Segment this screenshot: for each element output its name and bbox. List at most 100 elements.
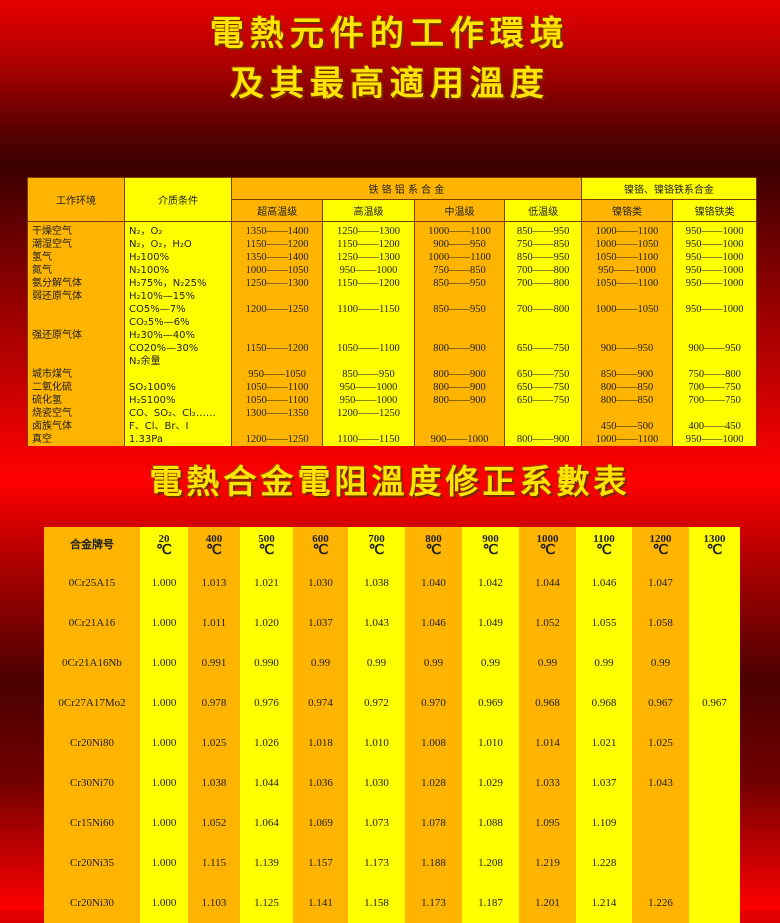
header-medium: 介质条件 bbox=[124, 177, 232, 222]
temp-value: 1100 bbox=[593, 533, 615, 545]
coefficient-cell: 1.064 bbox=[240, 803, 293, 843]
coefficient-cell: 0.978 bbox=[188, 683, 240, 723]
coefficient-cell: 1.173 bbox=[405, 883, 462, 923]
coefficient-cell: 1.049 bbox=[462, 603, 519, 643]
temp-value: 700 bbox=[368, 533, 385, 545]
temp-cell bbox=[322, 420, 415, 433]
alloy-cell: Cr15Ni60 bbox=[44, 803, 140, 843]
table-row: N₂余量 bbox=[27, 355, 757, 368]
table-row: CO20%—30% 1150——1200 1050——1100 800——900 650… bbox=[27, 342, 757, 355]
env-cell: 硫化氢 bbox=[27, 394, 125, 407]
temp-cell bbox=[413, 420, 506, 433]
temp-cell: 1250——1300 bbox=[322, 221, 415, 238]
temp-cell: 1100——1150 bbox=[322, 303, 415, 316]
coefficient-cell bbox=[689, 723, 740, 763]
celsius-unit: ℃ bbox=[652, 543, 669, 558]
coefficient-cell: 1.043 bbox=[632, 763, 689, 803]
table-row: 氮气 N₂100% 1000——1050 950——1000 750——850 700——… bbox=[27, 264, 757, 277]
temp-cell: 1250——1300 bbox=[322, 251, 415, 264]
temp-cell bbox=[580, 407, 674, 420]
coefficient-cell: 1.000 bbox=[140, 563, 188, 603]
coefficient-cell bbox=[689, 843, 740, 883]
coefficient-cell: 1.037 bbox=[293, 603, 348, 643]
temp-cell: 1000——1100 bbox=[580, 433, 674, 446]
temp-cell: 850——950 bbox=[322, 368, 415, 381]
temp-cell bbox=[672, 290, 757, 303]
coefficient-cell: 0.970 bbox=[405, 683, 462, 723]
temp-cell: 650——750 bbox=[504, 342, 582, 355]
medium-cell: N₂，O₂，H₂O bbox=[124, 238, 232, 251]
coefficient-cell: 1.046 bbox=[576, 563, 632, 603]
temp-cell: 800——850 bbox=[580, 394, 674, 407]
temp-cell: 800——900 bbox=[413, 381, 506, 394]
coefficient-cell: 1.044 bbox=[240, 763, 293, 803]
temp-cell bbox=[230, 290, 324, 303]
header-temp: 700 ℃ bbox=[348, 527, 405, 563]
table-row: 强还原气体 H₂30%—40% bbox=[27, 329, 757, 342]
coefficient-cell: 1.141 bbox=[293, 883, 348, 923]
coefficient-cell: 0.99 bbox=[519, 643, 576, 683]
temp-cell bbox=[580, 316, 674, 329]
celsius-unit: ℃ bbox=[368, 543, 385, 558]
temp-cell bbox=[230, 355, 324, 368]
env-cell: 强还原气体 bbox=[27, 329, 125, 342]
header-temp: 900 ℃ bbox=[462, 527, 519, 563]
coefficient-cell: 1.219 bbox=[519, 843, 576, 883]
coefficient-cell: 1.226 bbox=[632, 883, 689, 923]
medium-cell: N₂，O₂ bbox=[124, 221, 232, 238]
alloy-cell: 0Cr21A16 bbox=[44, 603, 140, 643]
coefficient-cell: 1.018 bbox=[293, 723, 348, 763]
temp-cell bbox=[322, 316, 415, 329]
temp-value: 800 bbox=[425, 533, 442, 545]
temp-cell bbox=[672, 329, 757, 342]
table-row: CO5%—7% 1200——1250 1100——1150 850——950 700——… bbox=[27, 303, 757, 316]
temp-cell: 850——950 bbox=[504, 251, 582, 264]
coefficient-cell: 0.967 bbox=[689, 683, 740, 723]
env-cell: 氮气 bbox=[27, 264, 125, 277]
coefficient-cell: 1.040 bbox=[405, 563, 462, 603]
coefficient-cell: 1.013 bbox=[188, 563, 240, 603]
coefficient-cell: 1.026 bbox=[240, 723, 293, 763]
temp-cell bbox=[672, 407, 757, 420]
alloy-cell: 0Cr27A17Mo2 bbox=[44, 683, 140, 723]
env-cell bbox=[27, 342, 125, 355]
coefficient-cell bbox=[689, 563, 740, 603]
coefficient-cell: 1.157 bbox=[293, 843, 348, 883]
env-cell bbox=[27, 303, 125, 316]
header-temp: 1200 ℃ bbox=[632, 527, 689, 563]
header-temp: 20 ℃ bbox=[140, 527, 188, 563]
temp-value: 20 bbox=[158, 533, 170, 545]
coefficient-cell: 1.103 bbox=[188, 883, 240, 923]
coefficient-cell: 1.000 bbox=[140, 603, 188, 643]
temp-cell: 950——1000 bbox=[672, 221, 757, 238]
temp-cell: 950——1000 bbox=[322, 381, 415, 394]
medium-cell: CO20%—30% bbox=[124, 342, 232, 355]
coefficient-cell: 0.968 bbox=[519, 683, 576, 723]
temp-cell bbox=[413, 407, 506, 420]
header-env: 工作环境 bbox=[27, 177, 125, 222]
celsius-unit: ℃ bbox=[596, 543, 612, 558]
coefficient-cell: 1.044 bbox=[519, 563, 576, 603]
temp-value: 400 bbox=[205, 533, 223, 545]
header-temp: 1000 ℃ bbox=[519, 527, 576, 563]
temp-value: 1200 bbox=[649, 533, 672, 545]
coefficient-cell: 1.088 bbox=[462, 803, 519, 843]
table-row: Cr15Ni60 1.000 1.052 1.064 1.069 1.073 1.078 1.… bbox=[44, 803, 740, 843]
coefficient-cell bbox=[689, 883, 740, 923]
celsius-unit: ℃ bbox=[706, 543, 723, 558]
temp-cell: 1000——1050 bbox=[230, 264, 324, 277]
medium-cell: H₂75%，N₂25% bbox=[124, 277, 232, 290]
temp-value: 900 bbox=[482, 533, 499, 545]
coefficient-cell: 1.115 bbox=[188, 843, 240, 883]
coefficient-cell: 1.208 bbox=[462, 843, 519, 883]
medium-cell: H₂100% bbox=[124, 251, 232, 264]
coefficient-cell: 0.969 bbox=[462, 683, 519, 723]
temp-cell: 700——800 bbox=[504, 264, 582, 277]
temp-cell bbox=[580, 355, 674, 368]
temp-cell: 900——1000 bbox=[413, 433, 506, 446]
temp-cell: 700——750 bbox=[672, 381, 757, 394]
coefficient-cell: 0.99 bbox=[293, 643, 348, 683]
temp-cell bbox=[322, 290, 415, 303]
temp-value: 1000 bbox=[536, 533, 559, 545]
coefficient-cell: 1.000 bbox=[140, 643, 188, 683]
